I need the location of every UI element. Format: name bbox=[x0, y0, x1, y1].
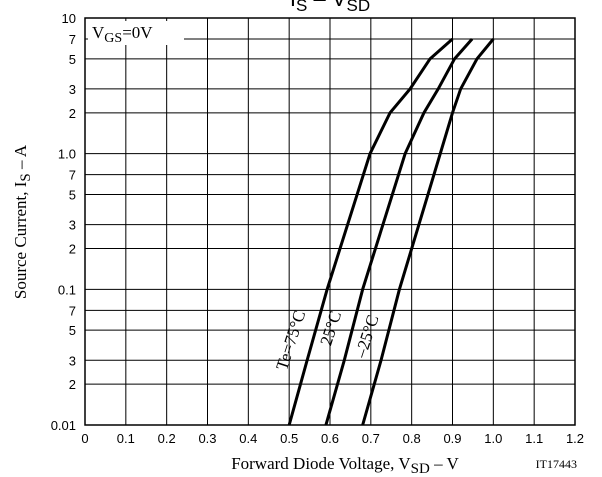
x-label-text: Forward Diode Voltage, V bbox=[231, 454, 411, 473]
x-tick-label: 0.1 bbox=[117, 431, 135, 446]
x-tick-label: 1.1 bbox=[525, 431, 543, 446]
x-tick-label: 0.9 bbox=[443, 431, 461, 446]
condition-box bbox=[88, 21, 184, 45]
plot-frame bbox=[84, 17, 576, 426]
x-tick-label: 0.4 bbox=[239, 431, 257, 446]
condition-text: =0V bbox=[122, 23, 153, 42]
x-tick-label: 0.6 bbox=[321, 431, 339, 446]
chart-title: IS – VSD bbox=[290, 0, 370, 15]
x-tick-label: 0.7 bbox=[362, 431, 380, 446]
y-tick-label: 5 bbox=[69, 52, 76, 67]
y-axis-label: Source Current, IS – A bbox=[11, 144, 34, 299]
y-label-text: Source Current, I bbox=[11, 181, 30, 299]
x-tick-label: 0.3 bbox=[198, 431, 216, 446]
curve bbox=[361, 38, 495, 426]
y-tick-label: 10 bbox=[62, 11, 76, 26]
y-tick-label: 7 bbox=[69, 32, 76, 47]
y-tick-label: 0.01 bbox=[51, 418, 76, 433]
y-tick-label: 1.0 bbox=[58, 147, 76, 162]
y-tick-label: 5 bbox=[69, 188, 76, 203]
y-tick-label: 2 bbox=[69, 241, 76, 256]
condition-text: V bbox=[92, 23, 105, 42]
y-tick-label: 5 bbox=[69, 323, 76, 338]
title-sub: S bbox=[296, 0, 307, 15]
y-tick-label: 3 bbox=[69, 353, 76, 368]
curve bbox=[324, 38, 474, 426]
x-tick-label: 1.0 bbox=[484, 431, 502, 446]
y-label-sub: S bbox=[18, 173, 34, 181]
y-tick-label: 0.1 bbox=[58, 282, 76, 297]
x-tick-label: 1.2 bbox=[566, 431, 584, 446]
y-tick-label: 2 bbox=[69, 106, 76, 121]
y-tick-label: 3 bbox=[69, 218, 76, 233]
y-tick-label: 3 bbox=[69, 82, 76, 97]
y-label-text: – A bbox=[11, 144, 30, 173]
title-text: – V bbox=[307, 0, 346, 11]
y-tick-label: 7 bbox=[69, 303, 76, 318]
curve bbox=[287, 37, 454, 426]
y-tick-label: 2 bbox=[69, 377, 76, 392]
x-axis-label: Forward Diode Voltage, VSD – V bbox=[231, 454, 459, 477]
condition-sub: GS bbox=[104, 31, 122, 46]
title-sub: SD bbox=[346, 0, 370, 15]
figure-code: IT17443 bbox=[536, 457, 577, 471]
curve-label: Te=75°C bbox=[272, 308, 309, 372]
title-text: I bbox=[290, 0, 296, 11]
x-tick-label: 0 bbox=[81, 431, 88, 446]
x-label-sub: SD bbox=[411, 461, 430, 477]
y-tick-label: 7 bbox=[69, 168, 76, 183]
x-tick-label: 0.2 bbox=[158, 431, 176, 446]
x-label-text: – V bbox=[430, 454, 460, 473]
grid bbox=[84, 17, 576, 426]
x-tick-label: 0.8 bbox=[403, 431, 421, 446]
condition: VGS=0V bbox=[92, 23, 153, 46]
x-tick-label: 0.5 bbox=[280, 431, 298, 446]
